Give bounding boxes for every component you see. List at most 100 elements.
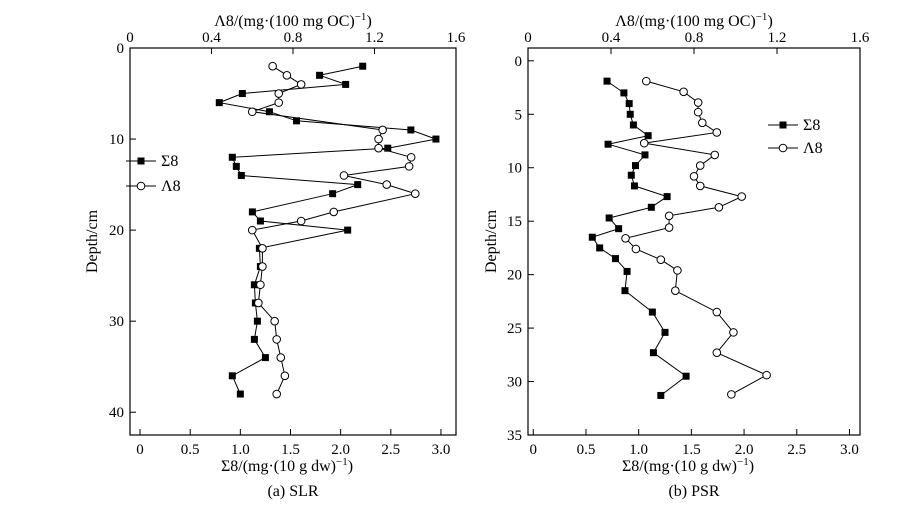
sigma8-point (261, 354, 269, 362)
y-tick-label: 30 (507, 375, 522, 391)
sigma8-point (649, 349, 657, 357)
lambda8-point (282, 71, 292, 80)
x-bottom-tick-label: 1.5 (281, 442, 300, 458)
lambda8-point (695, 181, 705, 191)
x-top-axis-label-exponent: −1 (756, 11, 768, 23)
x-top-axis-label-close: ) (366, 13, 371, 30)
lambda8-point (712, 307, 722, 317)
y-axis-label: Depth/cm (84, 209, 101, 273)
sigma8-point (648, 308, 656, 316)
lambda8-point (268, 61, 277, 71)
lambda8-point (382, 180, 392, 189)
lambda8-point (258, 262, 267, 271)
lambda8-point (664, 211, 674, 221)
sigma8-point (626, 110, 634, 118)
sigma8-point (236, 390, 244, 398)
sigma8-point (384, 144, 392, 152)
y-tick-label: 40 (109, 405, 124, 421)
sigma8-point (627, 171, 635, 179)
x-bottom-tick-label: 1.0 (629, 442, 648, 458)
sigma8-point (623, 267, 631, 275)
lambda8-point (256, 280, 265, 290)
lambda8-point (673, 266, 682, 275)
lambda8-point (339, 171, 349, 180)
y-tick-label: 0 (515, 54, 523, 70)
sigma8-point (620, 89, 628, 97)
x-bottom-tick-label: 2.5 (787, 442, 806, 458)
lambda8-point (621, 233, 630, 243)
x-top-axis-label-close: ) (767, 13, 772, 30)
sigma8-point (359, 62, 367, 70)
x-bottom-tick-label: 1.5 (682, 442, 701, 458)
legend-label: Λ8 (803, 140, 823, 157)
y-tick-label: 15 (507, 214, 522, 230)
sigma8-point (265, 108, 273, 116)
x-top-tick-label: 0.8 (685, 30, 704, 46)
lambda8-point (374, 134, 383, 144)
lambda8-point (631, 244, 641, 254)
y-tick-label: 20 (109, 223, 124, 239)
sigma8-point (238, 90, 246, 98)
lambda8-point (378, 125, 387, 135)
y-tick-label: 10 (109, 132, 124, 148)
x-top-tick-label: 0.4 (602, 30, 621, 46)
lambda8-point (689, 171, 699, 181)
y-tick-label: 10 (507, 161, 522, 177)
legend-square-marker (779, 121, 787, 129)
sigma8-point (657, 391, 665, 399)
y-tick-label: 20 (507, 268, 522, 284)
sigma8-point (407, 126, 415, 134)
sigma8-point (647, 203, 655, 211)
lambda8-point (729, 328, 738, 337)
series-line-lambda8 (624, 80, 768, 395)
sigma8-point (604, 140, 612, 148)
lambda8-point (710, 150, 720, 160)
x-bottom-axis-label: Σ8/(mg·(10 g dw)−1) (622, 456, 754, 475)
sigma8-point (682, 372, 690, 380)
sigma8-point (621, 287, 629, 295)
x-bottom-axis-label: Σ8/(mg·(10 g dw)−1) (221, 456, 353, 475)
x-bottom-tick-label: 0 (136, 442, 144, 458)
sigma8-point (596, 244, 604, 252)
y-tick-label: 35 (507, 428, 522, 444)
x-bottom-tick-label: 2.5 (381, 442, 400, 458)
x-top-tick-label: 0.4 (202, 30, 221, 46)
sigma8-point (663, 193, 671, 201)
sigma8-point (432, 135, 440, 143)
lambda8-point (247, 107, 257, 117)
legend-label: Λ8 (161, 178, 181, 195)
x-top-tick-label: 0 (126, 30, 134, 46)
lambda8-point (695, 161, 705, 170)
sigma8-point (644, 132, 652, 140)
sigma8-point (632, 162, 640, 170)
x-top-tick-label: 1.2 (365, 30, 384, 46)
lambda8-point (639, 138, 649, 148)
lambda8-point (296, 216, 306, 226)
sigma8-point (253, 317, 261, 325)
sigma8-point (342, 80, 350, 88)
lambda8-point (374, 143, 383, 153)
lambda8-point (280, 371, 290, 381)
lambda8-point (270, 316, 279, 326)
lambda8-point (404, 162, 414, 171)
x-bottom-tick-label: 0 (530, 442, 538, 458)
lambda8-point (656, 255, 666, 264)
x-bottom-tick-label: 0.5 (181, 442, 200, 458)
chart-panel-a: 0 0.5 1.0 1.5 2.0 2.5 3.0 0 0.4 0.8 1.2 1.6 0 10 20 30 4… (84, 11, 466, 500)
x-top-axis-label: Λ8/(mg·(100 mg OC)−1) (214, 11, 372, 30)
x-bottom-axis-label-exponent: −1 (336, 456, 348, 468)
lambda8-point (274, 89, 284, 98)
lambda8-point (641, 76, 651, 86)
lambda8-point (272, 389, 282, 399)
y-tick-label: 5 (515, 107, 523, 123)
lambda8-point (258, 244, 267, 253)
lambda8-point (712, 348, 722, 357)
x-top-tick-label: 0 (524, 30, 532, 46)
y-tick-label: 30 (109, 314, 124, 330)
x-bottom-axis-label-close: ) (749, 458, 754, 475)
lambda8-point (679, 87, 688, 97)
x-top-tick-label: 0.8 (284, 30, 303, 46)
sigma8-point (605, 214, 613, 222)
